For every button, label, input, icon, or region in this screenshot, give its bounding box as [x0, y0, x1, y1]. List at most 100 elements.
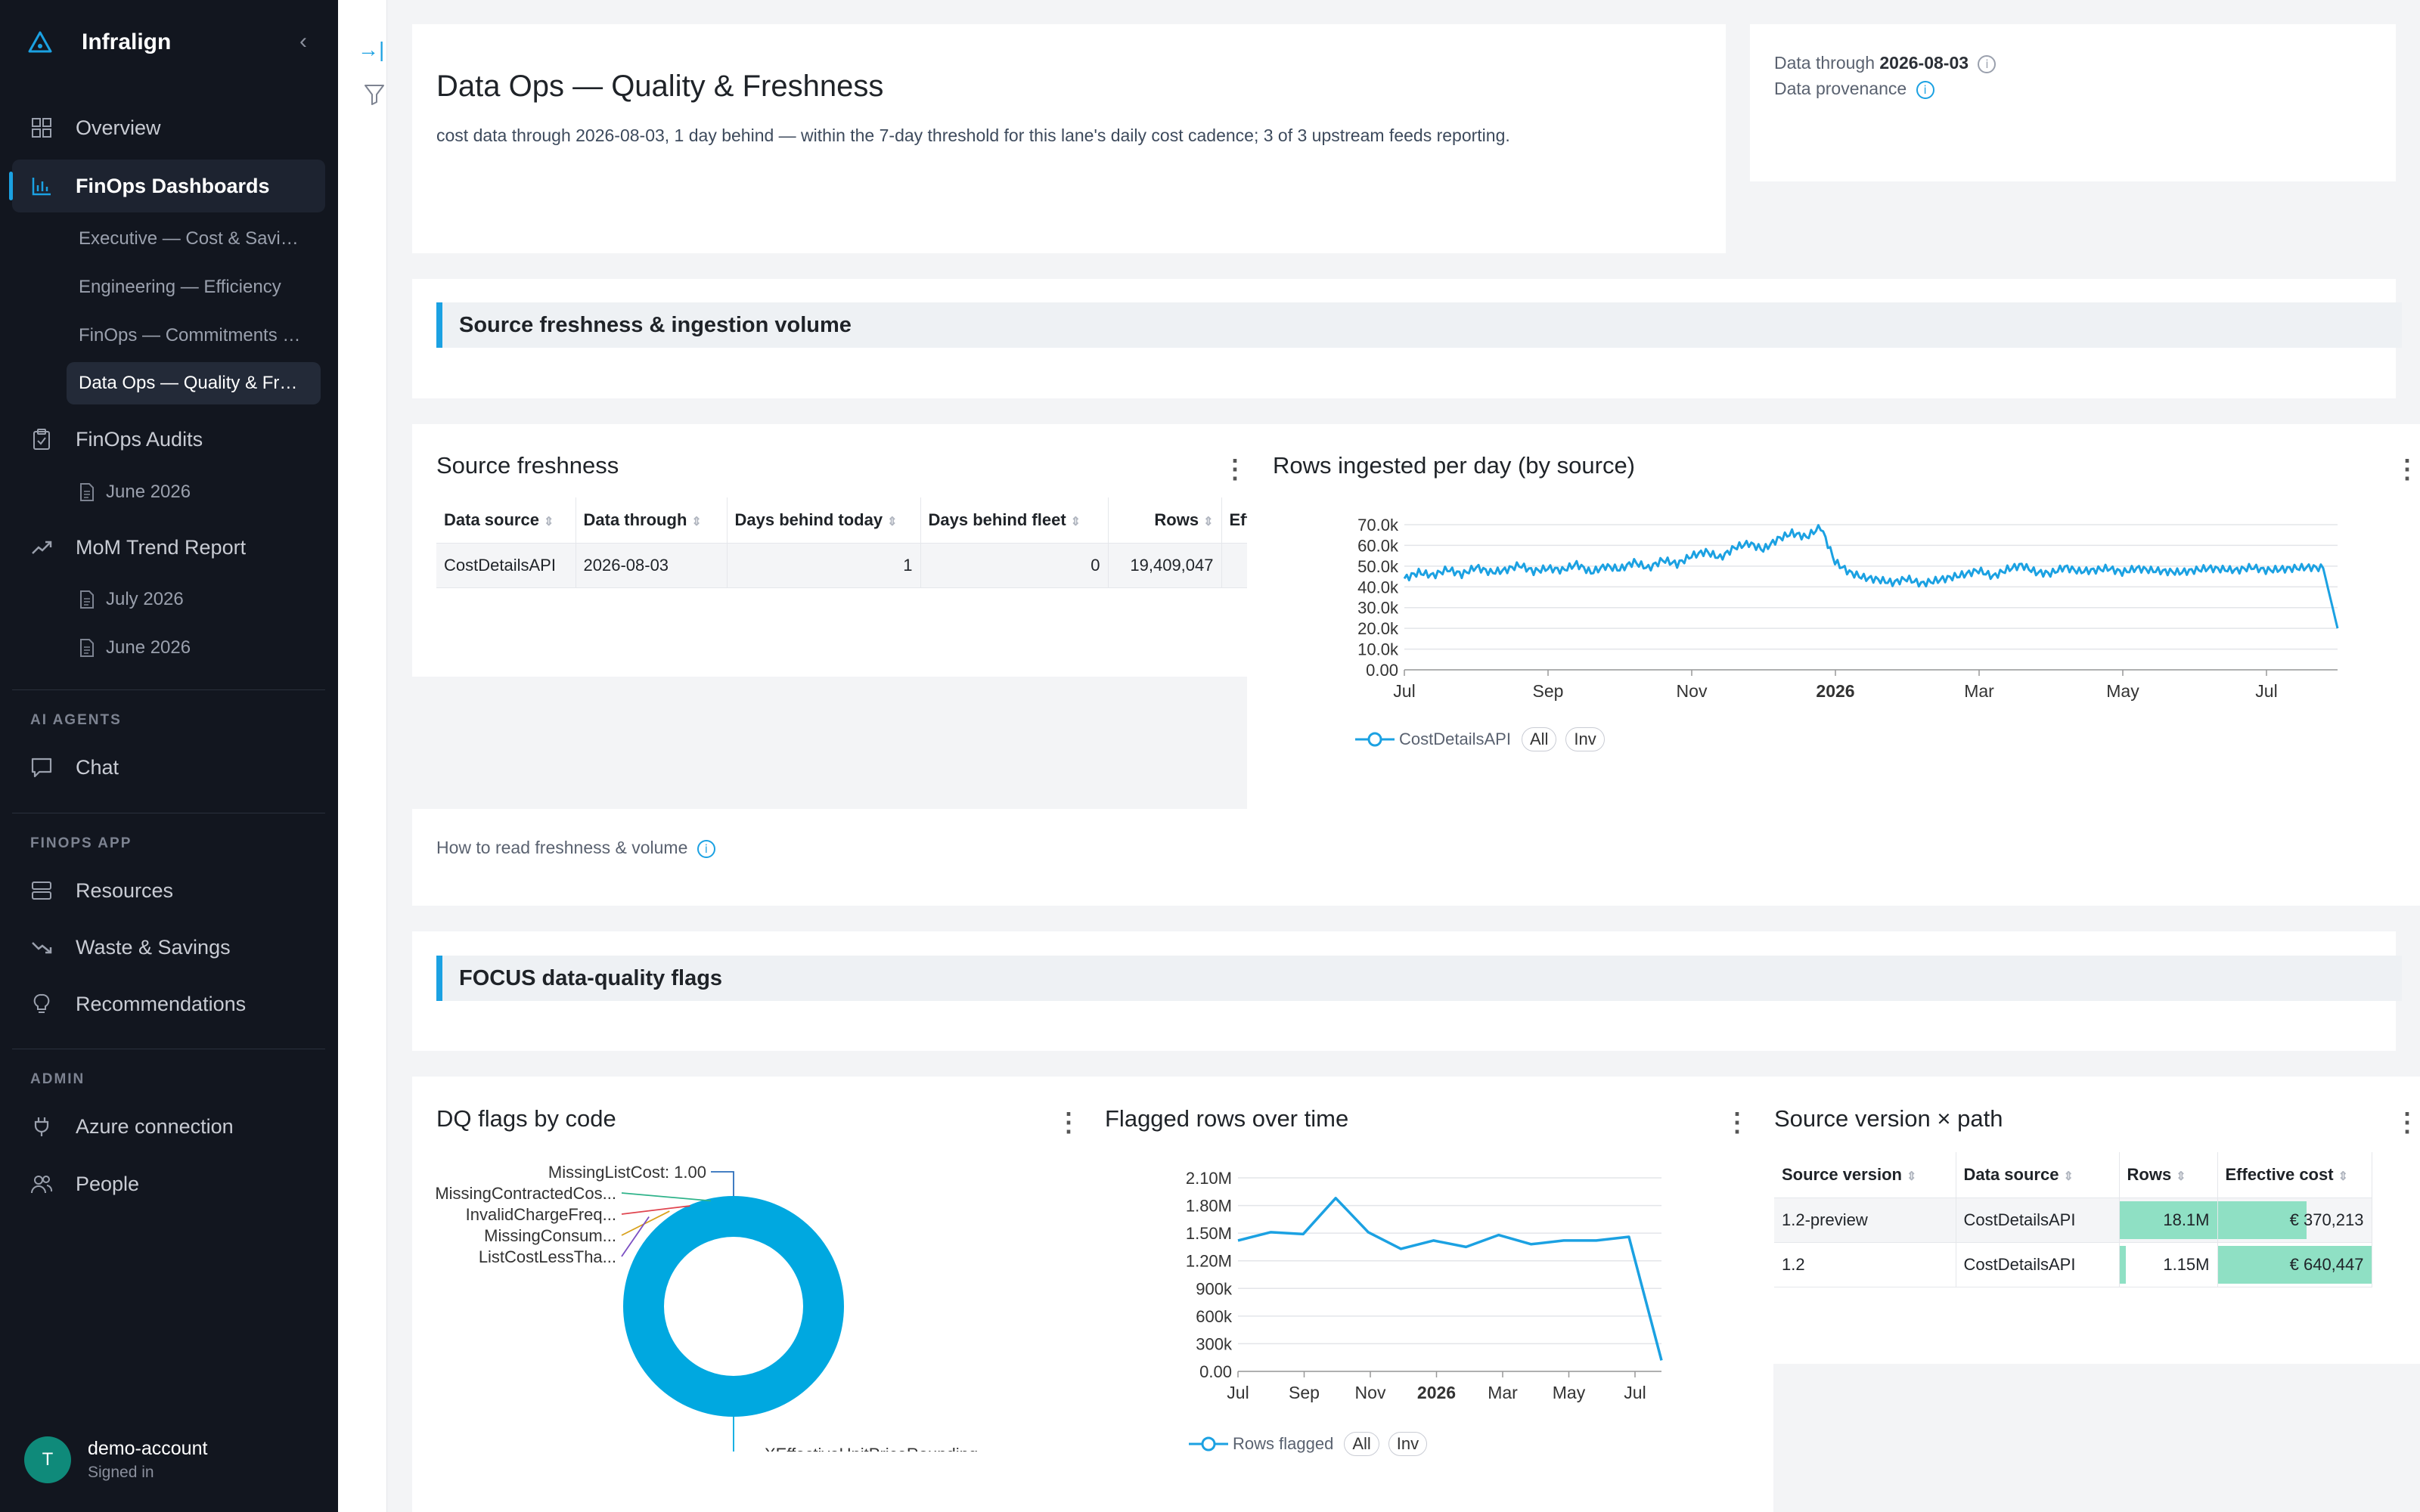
more-menu-icon[interactable]: ⋮ — [1222, 455, 1248, 484]
flagged-rows-chart: 0.00 300k 600k 900k 1.20M 1.50M 1.80M 2.10M Jul S… — [1186, 1169, 1663, 1402]
collapse-sidebar-icon[interactable]: ‹ — [299, 29, 307, 54]
y-tick-label: 1.80M — [1186, 1197, 1232, 1216]
y-tick-label: 1.50M — [1186, 1224, 1232, 1243]
info-icon[interactable]: i — [697, 839, 715, 858]
nav-recommendations[interactable]: Recommendations — [12, 978, 325, 1030]
nav-finops-dashboards[interactable]: FinOps Dashboards — [9, 160, 325, 212]
y-tick-label: 70.0k — [1357, 516, 1399, 534]
nav-people-label: People — [76, 1172, 140, 1195]
legend-series-label[interactable]: Rows flagged — [1233, 1434, 1334, 1453]
freshness-table: Data source ⇕ Data through ⇕ Days behind t… — [436, 497, 1247, 588]
data-provenance-label: Data provenance — [1774, 79, 1907, 98]
column-header[interactable]: Data source ⇕ — [1956, 1152, 2120, 1198]
tool-strip: →| — [338, 0, 387, 1512]
nav-finops-audits[interactable]: FinOps Audits — [12, 413, 325, 466]
filter-icon[interactable] — [364, 83, 385, 106]
nav-people[interactable]: People — [12, 1157, 325, 1210]
cell-days-behind-fleet: 0 — [920, 543, 1109, 588]
dashboard-link-label: FinOps — Commitments & Rates — [79, 325, 306, 345]
clipboard-check-icon — [33, 429, 50, 450]
cost-bar — [2217, 1201, 2307, 1239]
rows-ingested-legend: CostDetailsAPI All Inv — [1355, 727, 1605, 751]
more-menu-icon[interactable]: ⋮ — [1056, 1108, 1081, 1137]
dashboard-link-label: Engineering — Efficiency — [79, 277, 281, 297]
dq-flags-title: DQ flags by code — [436, 1105, 616, 1132]
audit-link-label: June 2026 — [106, 482, 191, 502]
x-tick-label: May — [2106, 681, 2139, 701]
slice-label: MissingListCost: 1.00 — [548, 1163, 706, 1182]
more-menu-icon[interactable]: ⋮ — [2394, 1108, 2420, 1137]
nav-overview[interactable]: Overview — [12, 101, 325, 154]
nav-chat-label: Chat — [76, 755, 119, 779]
nav-waste-savings[interactable]: Waste & Savings — [12, 921, 325, 974]
cell-data-source: CostDetailsAPI — [436, 543, 576, 588]
x-tick-label: Nov — [1677, 681, 1708, 701]
dashboard-link-data-ops[interactable]: Data Ops — Quality & Freshness — [67, 362, 321, 404]
column-header[interactable]: Effective cost ⇕ — [2217, 1152, 2372, 1198]
bar-chart-icon — [32, 178, 51, 196]
nav-resources-label: Resources — [76, 878, 174, 902]
info-icon[interactable]: i — [1916, 80, 1934, 99]
dashboard-link-engineering[interactable]: Engineering — Efficiency — [67, 266, 321, 308]
nav-finops-dashboards-label: FinOps Dashboards — [76, 174, 270, 197]
section-header-freshness: Source freshness & ingestion volume — [436, 302, 2402, 348]
table-row[interactable]: 1.2 CostDetailsAPI 1.15M € 640,447 — [1774, 1242, 2372, 1287]
section-title: FOCUS data-quality flags — [459, 965, 723, 990]
data-provenance[interactable]: Data provenance i — [1774, 79, 1934, 99]
nav-resources[interactable]: Resources — [12, 864, 325, 917]
column-header[interactable]: Rows ⇕ — [1108, 497, 1222, 544]
y-tick-label: 20.0k — [1357, 619, 1399, 638]
legend-invert-toggle[interactable]: Inv — [1565, 727, 1605, 751]
page-subtitle: cost data through 2026-08-03, 1 day behi… — [436, 125, 1510, 145]
cell-effective-cost: € 370,213 — [2217, 1198, 2372, 1243]
legend-all-toggle[interactable]: All — [1521, 727, 1557, 751]
table-row[interactable]: 1.2-preview CostDetailsAPI 18.1M € 370,2… — [1774, 1198, 2372, 1243]
cell-source-version: 1.2 — [1774, 1242, 1956, 1287]
expand-panel-icon[interactable]: →| — [358, 38, 385, 61]
audit-link-june-2026[interactable]: June 2026 — [79, 472, 191, 512]
table-header-row: Source version ⇕ Data source ⇕ Rows ⇕ Effec… — [1774, 1152, 2372, 1198]
nav-mom-trend-label: MoM Trend Report — [76, 535, 247, 559]
dashboard-link-executive[interactable]: Executive — Cost & Savings — [67, 218, 321, 260]
x-tick-label: Sep — [1533, 681, 1564, 701]
cell-data-through: 2026-08-03 — [576, 543, 728, 588]
document-icon — [80, 590, 94, 609]
column-header[interactable]: Effec — [1221, 497, 1247, 544]
column-header[interactable]: Data through ⇕ — [576, 497, 728, 544]
nav-chat[interactable]: Chat — [12, 741, 325, 794]
user-profile[interactable]: T demo-account Signed in — [24, 1436, 327, 1486]
column-header[interactable]: Rows ⇕ — [2119, 1152, 2218, 1198]
column-header[interactable]: Days behind today ⇕ — [727, 497, 921, 544]
column-header[interactable]: Data source ⇕ — [436, 497, 576, 544]
legend-series-label[interactable]: CostDetailsAPI — [1399, 730, 1511, 748]
table-row[interactable]: CostDetailsAPI 2026-08-03 1 0 19,409,047 — [436, 543, 1247, 588]
legend-all-toggle[interactable]: All — [1344, 1432, 1379, 1456]
donut-slice — [623, 1196, 844, 1417]
nav-overview-label: Overview — [76, 116, 161, 139]
x-tick-label: Mar — [1488, 1383, 1518, 1402]
info-icon[interactable]: i — [1978, 54, 1996, 73]
legend-invert-toggle[interactable]: Inv — [1388, 1432, 1428, 1456]
nav-mom-trend-report[interactable]: MoM Trend Report — [12, 521, 325, 574]
column-header[interactable]: Days behind fleet ⇕ — [920, 497, 1109, 544]
more-menu-icon[interactable]: ⋮ — [2394, 455, 2420, 484]
cell-rows: 1.15M — [2119, 1242, 2218, 1287]
howto-freshness-link[interactable]: How to read freshness & volume i — [436, 838, 715, 858]
sort-icon: ⇕ — [2338, 1170, 2348, 1183]
more-menu-icon[interactable]: ⋮ — [1724, 1108, 1750, 1137]
y-tick-label: 30.0k — [1357, 599, 1399, 618]
y-tick-label: 0.00 — [1366, 661, 1398, 680]
dashboard-link-finops-commitments[interactable]: FinOps — Commitments & Rates — [67, 314, 321, 357]
nav-azure-connection[interactable]: Azure connection — [12, 1100, 325, 1153]
chat-icon — [31, 758, 52, 778]
y-tick-label: 900k — [1196, 1279, 1233, 1298]
mom-link-july-2026[interactable]: July 2026 — [79, 580, 184, 619]
x-tick-label: Jul — [1393, 681, 1415, 701]
column-header[interactable]: Source version ⇕ — [1774, 1152, 1956, 1198]
x-tick-label: Mar — [1964, 681, 1994, 701]
cell-data-source: CostDetailsAPI — [1956, 1198, 2120, 1243]
y-tick-label: 60.0k — [1357, 536, 1399, 555]
mom-link-june-2026[interactable]: June 2026 — [79, 628, 191, 668]
logo-row: Infralign ‹ — [27, 24, 307, 60]
